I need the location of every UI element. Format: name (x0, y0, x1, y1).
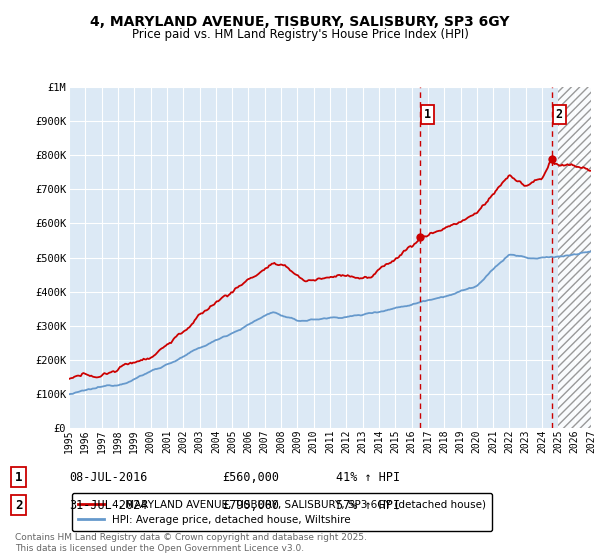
Text: 31-JUL-2024: 31-JUL-2024 (69, 498, 148, 512)
Text: 2: 2 (15, 498, 23, 512)
Text: 4, MARYLAND AVENUE, TISBURY, SALISBURY, SP3 6GY: 4, MARYLAND AVENUE, TISBURY, SALISBURY, … (90, 15, 510, 29)
Text: 2: 2 (556, 108, 563, 120)
Text: Contains HM Land Registry data © Crown copyright and database right 2025.
This d: Contains HM Land Registry data © Crown c… (15, 533, 367, 553)
Text: 1: 1 (424, 108, 431, 120)
Legend: 4, MARYLAND AVENUE, TISBURY, SALISBURY, SP3 6GY (detached house), HPI: Average p: 4, MARYLAND AVENUE, TISBURY, SALISBURY, … (71, 493, 493, 531)
Text: 1: 1 (15, 470, 23, 484)
Text: 41% ↑ HPI: 41% ↑ HPI (336, 470, 400, 484)
Text: £560,000: £560,000 (222, 470, 279, 484)
Text: 08-JUL-2016: 08-JUL-2016 (69, 470, 148, 484)
Text: £790,000: £790,000 (222, 498, 279, 512)
Text: 57% ↑ HPI: 57% ↑ HPI (336, 498, 400, 512)
Text: Price paid vs. HM Land Registry's House Price Index (HPI): Price paid vs. HM Land Registry's House … (131, 28, 469, 41)
Bar (559, 87, 591, 428)
